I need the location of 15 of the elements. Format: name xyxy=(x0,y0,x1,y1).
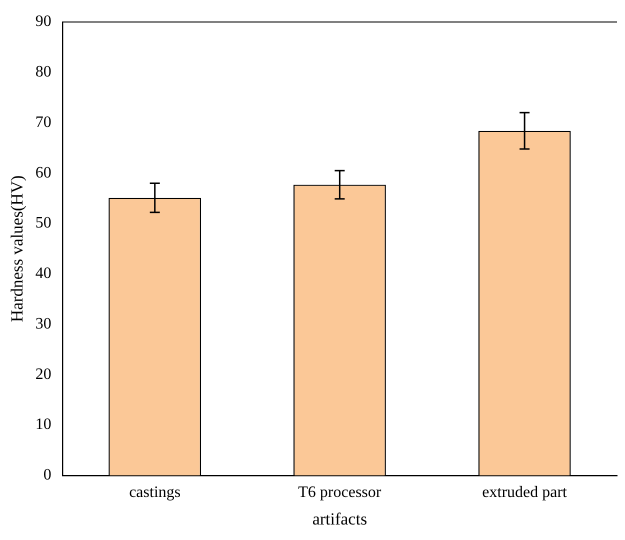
x-tick-label: extruded part xyxy=(482,484,568,502)
x-axis-title: artifacts xyxy=(312,509,368,528)
y-tick-label: 80 xyxy=(35,64,52,81)
y-tick-label: 10 xyxy=(35,416,52,434)
y-tick-label: 50 xyxy=(35,214,52,232)
y-tick-label: 70 xyxy=(35,114,52,131)
y-axis-title: Hardness values(HV) xyxy=(8,175,27,322)
y-tick-label: 0 xyxy=(43,466,52,484)
y-tick-label: 30 xyxy=(35,315,52,332)
x-tick-label: castings xyxy=(129,484,181,502)
y-tick-label: 20 xyxy=(35,366,52,383)
y-tick-label: 60 xyxy=(35,164,52,182)
x-tick-label: T6 processor xyxy=(298,484,382,502)
y-tick-label: 40 xyxy=(35,265,52,282)
y-tick-label: 90 xyxy=(35,13,52,30)
